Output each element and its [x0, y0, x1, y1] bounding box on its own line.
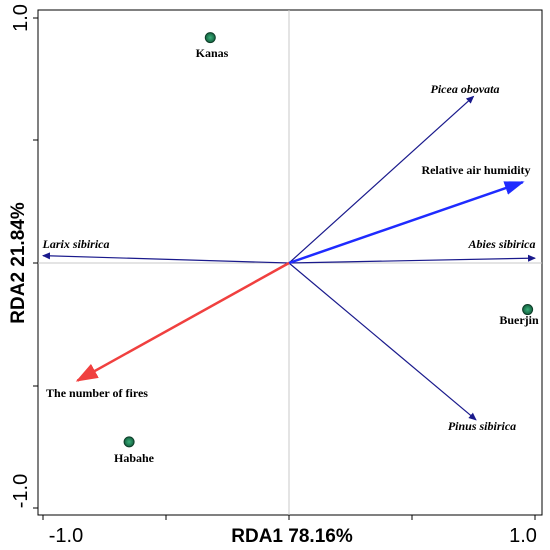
label-buerjin: Buerjin	[499, 313, 539, 327]
y-tick-label-max: 1.0	[10, 4, 32, 32]
label-relative-air-humidity: Relative air humidity	[421, 163, 530, 177]
vector-larix-sibirica	[42, 252, 290, 264]
y-tick-label-min: -1.0	[10, 474, 32, 508]
label-larix-sibirica: Larix sibirica	[41, 237, 109, 251]
label-kanas: Kanas	[196, 46, 229, 60]
x-tick-label-max: 1.0	[509, 525, 537, 547]
label-pinus-sibirica: Pinus sibirica	[448, 419, 516, 433]
x-axis-title: RDA1 78.16%	[231, 526, 353, 547]
x-tick-label-min: -1.0	[49, 525, 83, 547]
label-abies-sibirica: Abies sibirica	[467, 237, 535, 251]
y-axis-title: RDA2 21.84%	[8, 202, 29, 324]
x-axis-ticks	[42, 515, 536, 520]
vector-pinus-sibirica	[288, 262, 477, 421]
site-point-kanas	[204, 32, 216, 44]
label-the-number-of-fires: The number of fires	[46, 386, 148, 400]
label-habahe: Habahe	[114, 451, 155, 465]
vector-picea-obovata	[288, 95, 475, 264]
y-axis-ticks	[33, 17, 38, 509]
vector-relative-air-humidity	[288, 180, 525, 265]
site-point-buerjin	[522, 304, 534, 316]
vector-abies-sibirica	[288, 254, 536, 264]
label-picea-obovata: Picea obovata	[431, 82, 500, 96]
site-point-habahe	[123, 436, 135, 448]
vector-the-number-of-fires	[75, 261, 290, 382]
